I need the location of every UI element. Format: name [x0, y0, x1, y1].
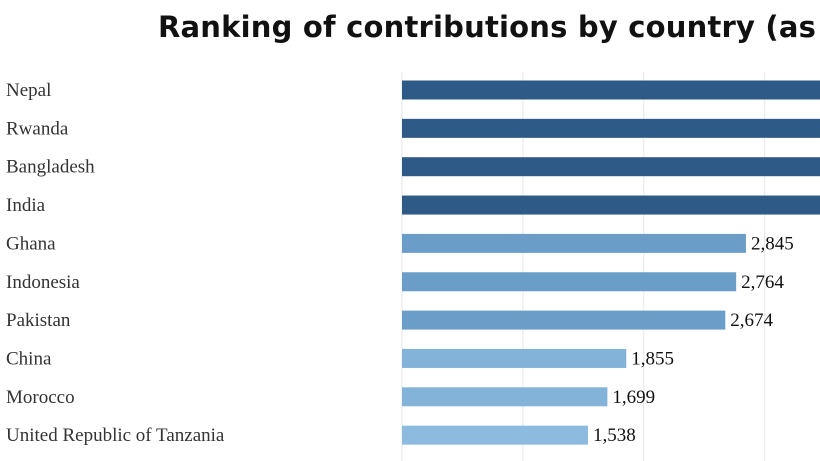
bar-indonesia	[402, 272, 737, 292]
category-label: Rwanda	[6, 118, 69, 139]
category-label: Morocco	[6, 387, 75, 408]
category-label: United Republic of Tanzania	[6, 425, 225, 446]
bar-layer	[402, 80, 820, 445]
value-label: 2,674	[730, 310, 773, 331]
bar-morocco	[402, 387, 608, 407]
category-label: Ghana	[6, 233, 56, 254]
chart-title: Ranking of contributions by country (as	[158, 10, 817, 44]
value-label: 1,538	[593, 425, 636, 446]
value-label: 1,699	[612, 387, 655, 408]
bar-bangladesh	[402, 157, 820, 177]
bar-ghana	[402, 233, 746, 253]
value-label: 2,845	[751, 233, 794, 254]
bar-china	[402, 348, 627, 368]
bar-india	[402, 195, 820, 215]
value-label: 2,764	[741, 272, 784, 293]
bar-united-republic-of-tanzania	[402, 425, 588, 445]
category-label: India	[6, 195, 46, 216]
category-label: Nepal	[6, 80, 51, 101]
category-label: Bangladesh	[6, 157, 95, 178]
bar-rwanda	[402, 118, 820, 138]
label-layer: Nepal Rwanda Bangladesh India Ghana 2,845 Indo…	[6, 80, 794, 446]
bar-pakistan	[402, 310, 726, 330]
category-label: Indonesia	[6, 272, 80, 293]
category-label: Pakistan	[6, 310, 71, 331]
category-label: China	[6, 348, 52, 369]
value-label: 1,855	[631, 348, 674, 369]
bar-nepal	[402, 80, 820, 100]
